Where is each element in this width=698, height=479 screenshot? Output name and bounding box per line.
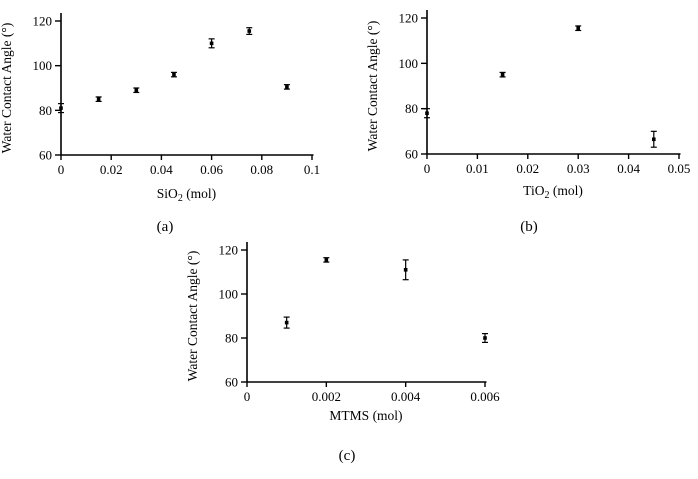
x-tick-label: 0.004 (391, 389, 421, 404)
y-tick-label: 60 (405, 147, 418, 162)
chart-a-canvas: 0 0.02 0.04 0.06 0.08 0.1 60 80 100 120 Water Cont… (0, 13, 321, 204)
x-tick-label: 0.002 (312, 389, 341, 404)
x-tick-label: 0.08 (250, 162, 273, 177)
tick-marks (241, 249, 486, 387)
chart-b-caption: (b) (520, 219, 538, 235)
chart-b-canvas: 0 0.01 0.02 0.03 0.04 0.05 60 80 100 120 Water Con… (365, 10, 691, 201)
axes (246, 242, 487, 383)
x-tick-label: 0.03 (567, 161, 590, 176)
x-tick-label: 0 (58, 162, 65, 177)
scatter-marker (284, 320, 289, 325)
chart-c-canvas: 0 0.002 0.004 0.006 60 80 100 120 Water Contact … (185, 242, 501, 423)
y-tick-label: 80 (39, 103, 52, 118)
x-tick-label: 0.02 (100, 162, 123, 177)
y-axis-label: Water Contact Angle (°) (0, 23, 14, 154)
x-tick-label: 0.06 (200, 162, 223, 177)
y-tick-label: 80 (405, 101, 418, 116)
x-tick-label: 0 (424, 161, 431, 176)
scatter-marker (209, 41, 214, 46)
y-tick-label: 60 (225, 375, 238, 390)
x-axis-label: TiO2 (mol) (523, 183, 583, 201)
y-tick-label: 100 (33, 58, 53, 73)
y-axis-label: Water Contact Angle (°) (365, 21, 380, 152)
axes (60, 13, 314, 156)
tick-labels: 0 0.02 0.04 0.06 0.08 0.1 60 80 100 120 (33, 14, 321, 178)
scatter-marker (285, 85, 289, 89)
y-tick-label: 120 (33, 14, 53, 29)
tick-marks (55, 20, 313, 160)
scatter-marker (425, 111, 429, 115)
y-tick-label: 60 (39, 148, 52, 163)
scatter-marker (96, 97, 101, 101)
data-points (58, 27, 290, 114)
x-tick-label: 0.04 (150, 162, 173, 177)
scatter-marker (172, 72, 176, 77)
y-tick-label: 120 (399, 11, 419, 26)
x-axis-label: MTMS (mol) (329, 408, 402, 423)
y-axis-label: Water Contact Angle (°) (185, 251, 200, 382)
x-tick-label: 0.1 (304, 162, 320, 177)
scatter-marker (403, 268, 408, 272)
scatter-marker (247, 29, 252, 33)
scatter-marker (652, 137, 656, 142)
x-tick-label: 0.01 (466, 161, 489, 176)
chart-a-caption: (a) (156, 219, 174, 235)
tick-labels: 0 0.002 0.004 0.006 60 80 100 120 (219, 243, 501, 405)
x-tick-label: 0.04 (617, 161, 640, 176)
tick-marks (421, 17, 680, 159)
x-tick-label: 0.02 (516, 161, 539, 176)
x-tick-label: 0 (244, 389, 251, 404)
chart-c-caption: (c) (338, 448, 356, 464)
x-tick-label: 0.006 (470, 389, 500, 404)
scatter-marker (500, 72, 505, 77)
x-axis-label: SiO2 (mol) (157, 186, 216, 204)
y-tick-label: 100 (219, 287, 239, 302)
y-tick-label: 80 (225, 331, 238, 346)
x-tick-label: 0.05 (668, 161, 691, 176)
scatter-marker (324, 258, 329, 262)
tick-labels: 0 0.01 0.02 0.03 0.04 0.05 60 80 100 120 (399, 11, 691, 177)
scatter-marker (483, 336, 487, 340)
data-points (424, 25, 657, 148)
y-tick-label: 120 (219, 243, 239, 258)
scatter-marker (576, 26, 580, 30)
axes (426, 10, 681, 155)
scatter-marker (134, 88, 139, 93)
data-points (283, 257, 488, 344)
y-tick-label: 100 (399, 56, 419, 71)
scatter-marker (59, 106, 63, 110)
